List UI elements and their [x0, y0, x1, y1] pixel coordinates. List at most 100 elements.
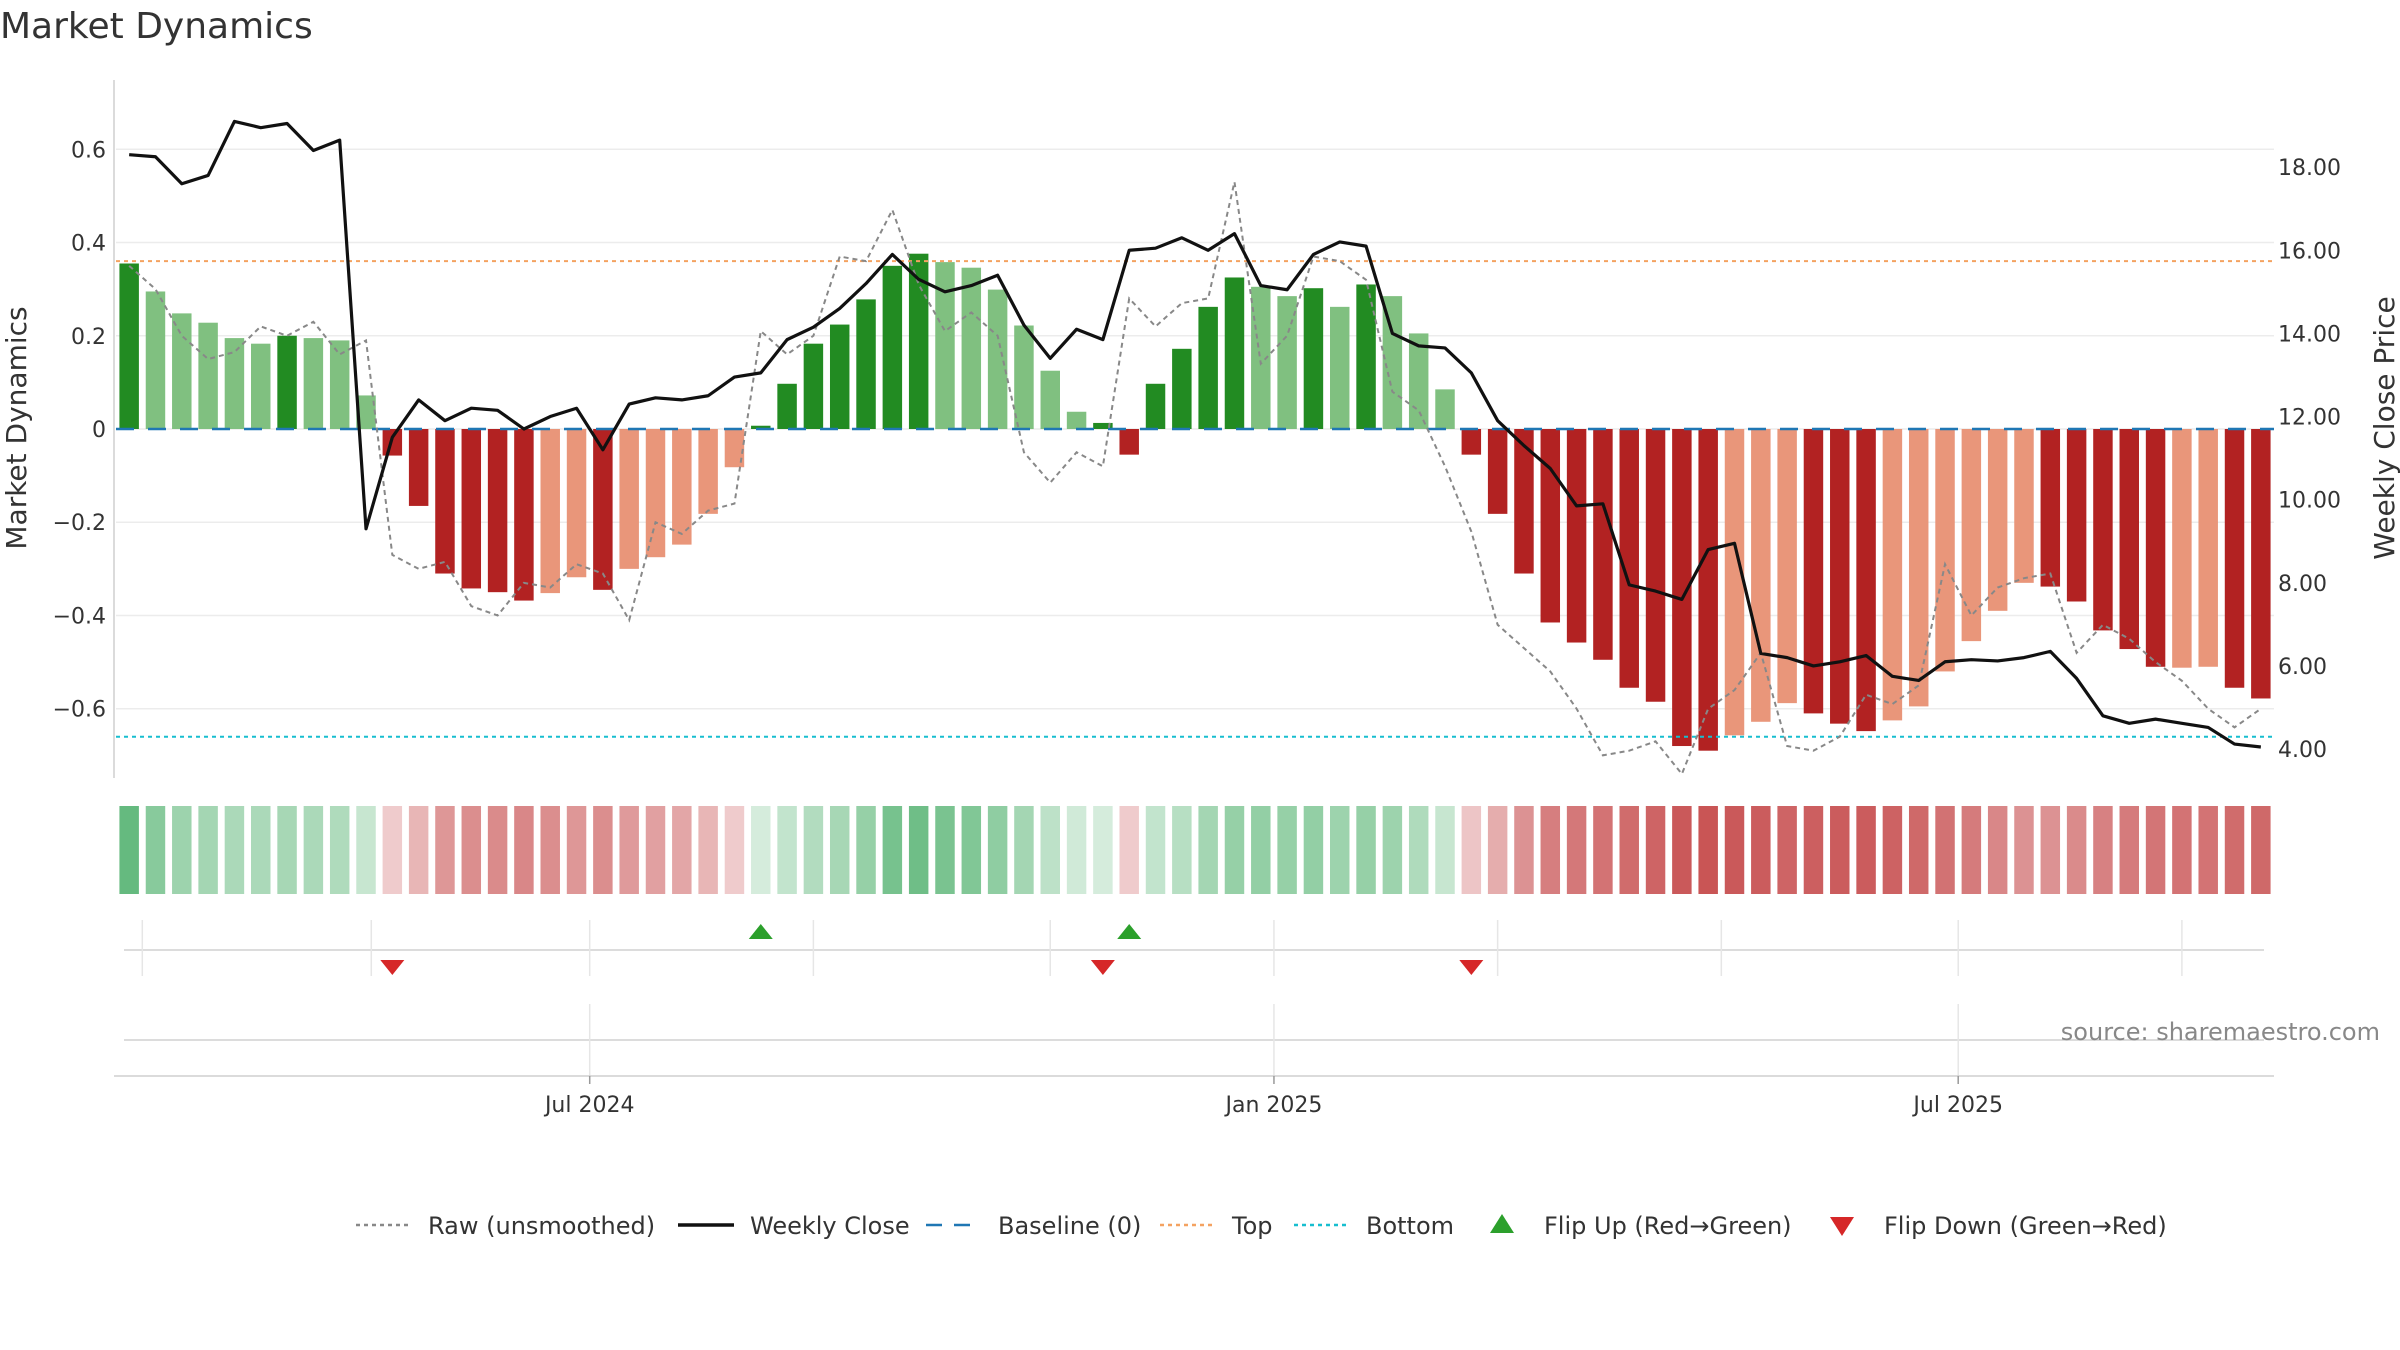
- heat-cell: [1066, 806, 1087, 894]
- heat-cell: [2224, 806, 2245, 894]
- heat-cell: [961, 806, 982, 894]
- bar: [1119, 429, 1139, 455]
- legend-item: Flip Up (Red→Green): [1490, 1212, 1792, 1240]
- bar: [2066, 429, 2087, 602]
- heat-cell: [1330, 806, 1350, 894]
- heat-cell: [2251, 806, 2271, 894]
- bar: [724, 429, 745, 468]
- heat-cell: [1619, 806, 1639, 894]
- bar: [777, 383, 797, 429]
- legend-label: Flip Down (Green→Red): [1884, 1212, 2167, 1240]
- bar: [593, 429, 613, 590]
- left-tick-label: −0.4: [53, 604, 106, 629]
- bar: [1435, 389, 1455, 429]
- left-axis: 0.6 0.4 0.2 0 −0.2 −0.4 −0.6: [53, 80, 115, 778]
- bar: [1066, 411, 1087, 429]
- heat-cell: [461, 806, 482, 894]
- left-tick-label: 0: [92, 418, 106, 443]
- heat-cell: [1856, 806, 1876, 894]
- bar: [540, 429, 560, 594]
- left-axis-title: Market Dynamics: [0, 306, 33, 549]
- bar: [961, 267, 982, 429]
- right-tick-label: 10.00: [2278, 489, 2341, 514]
- flip-down-marker: [1459, 960, 1484, 975]
- x-tick-label: Jul 2025: [1911, 1093, 2003, 1118]
- bar: [1987, 429, 2008, 611]
- heat-cell: [1724, 806, 1745, 894]
- weekly-close-line: [129, 119, 2262, 749]
- heat-cell: [1303, 806, 1324, 894]
- bottom-panel: [124, 1004, 2264, 1076]
- bar: [435, 429, 455, 574]
- bar: [751, 425, 771, 429]
- bar: [698, 429, 718, 514]
- heat-cell: [224, 806, 245, 894]
- bar: [856, 299, 876, 429]
- bar: [1645, 429, 1666, 702]
- bar: [1882, 429, 1903, 721]
- heat-cell: [1882, 806, 1903, 894]
- right-tick-label: 14.00: [2278, 322, 2341, 347]
- heat-cell: [2198, 806, 2218, 894]
- heat-cell: [1777, 806, 1797, 894]
- bar: [224, 338, 245, 429]
- bar: [1093, 422, 1113, 429]
- heat-cell: [2145, 806, 2166, 894]
- x-tick-label: Jan 2025: [1223, 1093, 1322, 1118]
- bar: [2145, 429, 2166, 667]
- bar: [803, 343, 824, 429]
- heat-cell: [1408, 806, 1429, 894]
- bar: [487, 429, 508, 593]
- heat-cell: [566, 806, 587, 894]
- heat-cell: [987, 806, 1008, 894]
- right-axis-title: Weekly Close Price: [2368, 296, 2400, 559]
- bar: [1751, 429, 1771, 722]
- bar: [2040, 429, 2061, 587]
- heat-cell: [751, 806, 771, 894]
- bar: [198, 322, 218, 429]
- flip-down-marker: [1090, 960, 1115, 975]
- bar: [1830, 429, 1850, 724]
- heat-cell: [514, 806, 534, 894]
- legend-item: Weekly Close: [678, 1212, 910, 1240]
- legend-label: Flip Up (Red→Green): [1544, 1212, 1792, 1240]
- heat-cell: [1224, 806, 1245, 894]
- heat-cell: [1751, 806, 1771, 894]
- bar: [1172, 348, 1192, 429]
- flip-down-marker: [380, 960, 405, 975]
- bar: [2093, 429, 2113, 631]
- bar: [1198, 306, 1218, 429]
- heat-cell: [1540, 806, 1561, 894]
- heat-cell: [1803, 806, 1824, 894]
- bar: [1540, 429, 1561, 623]
- heat-cell: [1908, 806, 1929, 894]
- bar: [566, 429, 587, 578]
- heat-cell: [1514, 806, 1534, 894]
- bar: [1408, 333, 1429, 429]
- heat-cell: [119, 806, 139, 894]
- heat-cell: [856, 806, 876, 894]
- bar: [1461, 429, 1482, 455]
- heat-cell: [303, 806, 324, 894]
- heat-cell: [329, 806, 350, 894]
- heat-cell: [1014, 806, 1034, 894]
- bar: [1014, 325, 1034, 429]
- bar: [672, 429, 692, 545]
- right-tick-label: 8.00: [2278, 572, 2327, 597]
- left-tick-label: −0.2: [53, 511, 106, 536]
- bar: [1382, 296, 1403, 429]
- bar: [1487, 429, 1508, 514]
- heat-cell: [2014, 806, 2034, 894]
- heat-cell: [1593, 806, 1613, 894]
- heat-cell: [1382, 806, 1403, 894]
- heat-cell: [1672, 806, 1692, 894]
- flip-up-marker: [748, 924, 773, 939]
- heat-cell: [382, 806, 403, 894]
- right-tick-label: 6.00: [2278, 655, 2327, 680]
- bar: [2014, 429, 2034, 583]
- heat-cell: [2119, 806, 2139, 894]
- bars-layer: [119, 253, 2271, 751]
- heat-cell: [1461, 806, 1482, 894]
- heat-cell: [2093, 806, 2113, 894]
- bar: [2198, 429, 2218, 667]
